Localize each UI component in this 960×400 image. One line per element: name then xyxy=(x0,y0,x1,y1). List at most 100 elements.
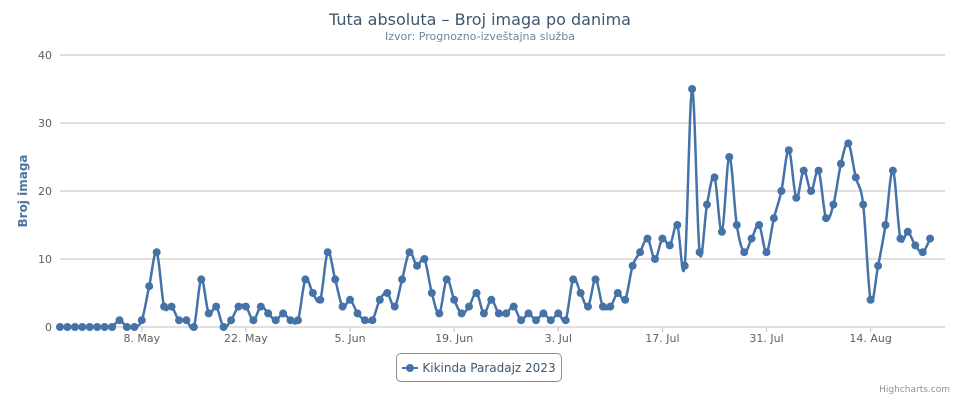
data-point[interactable] xyxy=(219,323,228,331)
data-point[interactable] xyxy=(784,146,793,155)
data-point[interactable] xyxy=(792,193,801,202)
data-point[interactable] xyxy=(189,323,198,331)
data-point[interactable] xyxy=(241,302,250,311)
data-point[interactable] xyxy=(420,255,429,263)
data-point[interactable] xyxy=(911,241,920,250)
data-point[interactable] xyxy=(591,275,600,284)
data-point[interactable] xyxy=(323,248,332,257)
data-point[interactable] xyxy=(294,316,302,325)
data-point[interactable] xyxy=(316,295,325,304)
data-point[interactable] xyxy=(271,316,280,325)
data-point[interactable] xyxy=(494,309,503,318)
data-point[interactable] xyxy=(390,302,399,311)
data-point[interactable] xyxy=(517,316,526,325)
data-point[interactable] xyxy=(442,275,451,284)
data-point[interactable] xyxy=(673,221,682,229)
data-point[interactable] xyxy=(93,323,102,331)
data-point[interactable] xyxy=(539,309,548,318)
data-point[interactable] xyxy=(651,255,659,263)
data-point[interactable] xyxy=(405,248,414,257)
data-point[interactable] xyxy=(502,309,511,318)
data-point[interactable] xyxy=(279,309,288,318)
data-point[interactable] xyxy=(732,221,741,229)
data-point[interactable] xyxy=(435,309,444,318)
legend-item-kikinda[interactable]: Kikinda Paradajz 2023 xyxy=(396,353,562,382)
data-point[interactable] xyxy=(926,234,935,243)
data-point[interactable] xyxy=(814,166,823,175)
data-point[interactable] xyxy=(822,214,830,223)
data-point[interactable] xyxy=(152,248,161,257)
data-point[interactable] xyxy=(554,309,563,318)
data-point[interactable] xyxy=(636,248,645,257)
data-point[interactable] xyxy=(598,302,607,311)
data-point[interactable] xyxy=(353,309,362,318)
data-point[interactable] xyxy=(762,248,771,257)
data-point[interactable] xyxy=(249,316,258,325)
data-point[interactable] xyxy=(680,261,689,270)
data-point[interactable] xyxy=(360,316,369,325)
data-point[interactable] xyxy=(301,275,310,284)
data-point[interactable] xyxy=(137,316,146,325)
data-point[interactable] xyxy=(561,316,570,325)
data-point[interactable] xyxy=(613,289,622,297)
data-point[interactable] xyxy=(145,282,154,291)
data-point[interactable] xyxy=(383,289,392,297)
data-point[interactable] xyxy=(859,200,868,209)
data-point[interactable] xyxy=(450,295,459,304)
data-point[interactable] xyxy=(479,309,488,318)
data-point[interactable] xyxy=(130,323,139,331)
data-point[interactable] xyxy=(643,234,652,243)
data-point[interactable] xyxy=(338,302,347,311)
data-point[interactable] xyxy=(777,187,786,195)
data-point[interactable] xyxy=(740,248,749,257)
data-point[interactable] xyxy=(78,323,87,331)
data-point[interactable] xyxy=(703,200,711,209)
data-point[interactable] xyxy=(576,289,585,297)
data-point[interactable] xyxy=(56,323,64,331)
data-point[interactable] xyxy=(695,248,704,257)
data-point[interactable] xyxy=(175,316,183,325)
data-point[interactable] xyxy=(836,159,845,168)
data-point[interactable] xyxy=(122,323,131,331)
data-point[interactable] xyxy=(100,323,109,331)
data-point[interactable] xyxy=(197,275,206,284)
data-point[interactable] xyxy=(465,302,473,311)
series-line-kikinda[interactable] xyxy=(58,87,932,331)
data-point[interactable] xyxy=(747,234,756,243)
data-point[interactable] xyxy=(903,227,912,236)
data-point[interactable] xyxy=(167,302,176,311)
data-point[interactable] xyxy=(584,302,592,311)
data-point[interactable] xyxy=(331,275,340,284)
data-point[interactable] xyxy=(368,316,377,325)
data-point[interactable] xyxy=(286,316,295,325)
data-point[interactable] xyxy=(918,248,927,257)
data-point[interactable] xyxy=(717,227,726,236)
data-point[interactable] xyxy=(234,302,243,311)
data-point[interactable] xyxy=(63,323,72,331)
credits-link[interactable]: Highcharts.com xyxy=(879,385,950,395)
data-point[interactable] xyxy=(725,153,734,161)
data-point[interactable] xyxy=(472,289,481,297)
data-point[interactable] xyxy=(606,302,615,311)
data-point[interactable] xyxy=(182,316,191,325)
data-point[interactable] xyxy=(532,316,540,325)
data-point[interactable] xyxy=(874,261,883,270)
data-point[interactable] xyxy=(710,173,719,182)
data-point[interactable] xyxy=(398,275,407,284)
data-point[interactable] xyxy=(829,200,838,209)
data-point[interactable] xyxy=(375,295,384,304)
data-point[interactable] xyxy=(658,234,667,243)
data-point[interactable] xyxy=(413,261,421,270)
data-point[interactable] xyxy=(509,302,518,311)
data-point[interactable] xyxy=(755,221,764,229)
data-point[interactable] xyxy=(628,261,637,270)
data-point[interactable] xyxy=(85,323,94,331)
data-point[interactable] xyxy=(160,302,169,311)
data-point[interactable] xyxy=(851,173,860,182)
data-point[interactable] xyxy=(866,295,875,304)
data-point[interactable] xyxy=(227,316,236,325)
data-point[interactable] xyxy=(888,166,897,175)
data-point[interactable] xyxy=(427,289,436,297)
data-point[interactable] xyxy=(688,85,697,93)
data-point[interactable] xyxy=(807,187,816,195)
